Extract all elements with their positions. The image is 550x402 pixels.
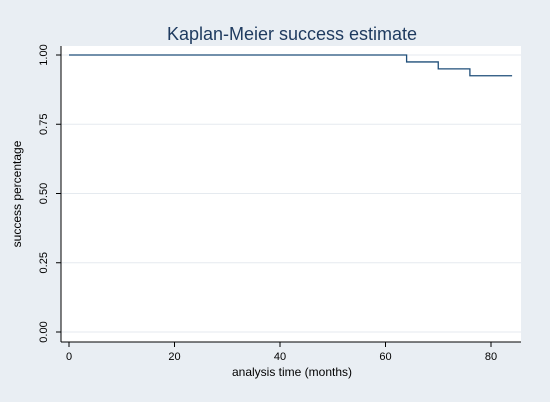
x-tick-label: 80: [485, 351, 497, 363]
y-tick-label: 0.75: [38, 114, 50, 135]
axis-ticks: 0.00 0.25 0.50 0.75 1.00 0 20 40 60 80: [38, 44, 497, 363]
x-tick-label: 20: [168, 351, 180, 363]
x-tick-label: 40: [274, 351, 286, 363]
x-tick-label: 60: [379, 351, 391, 363]
series: [69, 54, 513, 77]
km-step-line: [69, 54, 513, 77]
y-tick-label: 0.25: [38, 252, 50, 273]
x-tick-label: 0: [66, 351, 72, 363]
x-axis-label: analysis time (months): [232, 365, 352, 379]
y-axis-label: success percentage: [10, 140, 24, 247]
chart-title: Kaplan-Meier success estimate: [167, 24, 417, 44]
y-tick-label: 0.00: [38, 321, 50, 342]
grid-lines: [61, 54, 521, 333]
y-tick-label: 0.50: [38, 183, 50, 204]
y-tick-label: 1.00: [38, 44, 50, 65]
